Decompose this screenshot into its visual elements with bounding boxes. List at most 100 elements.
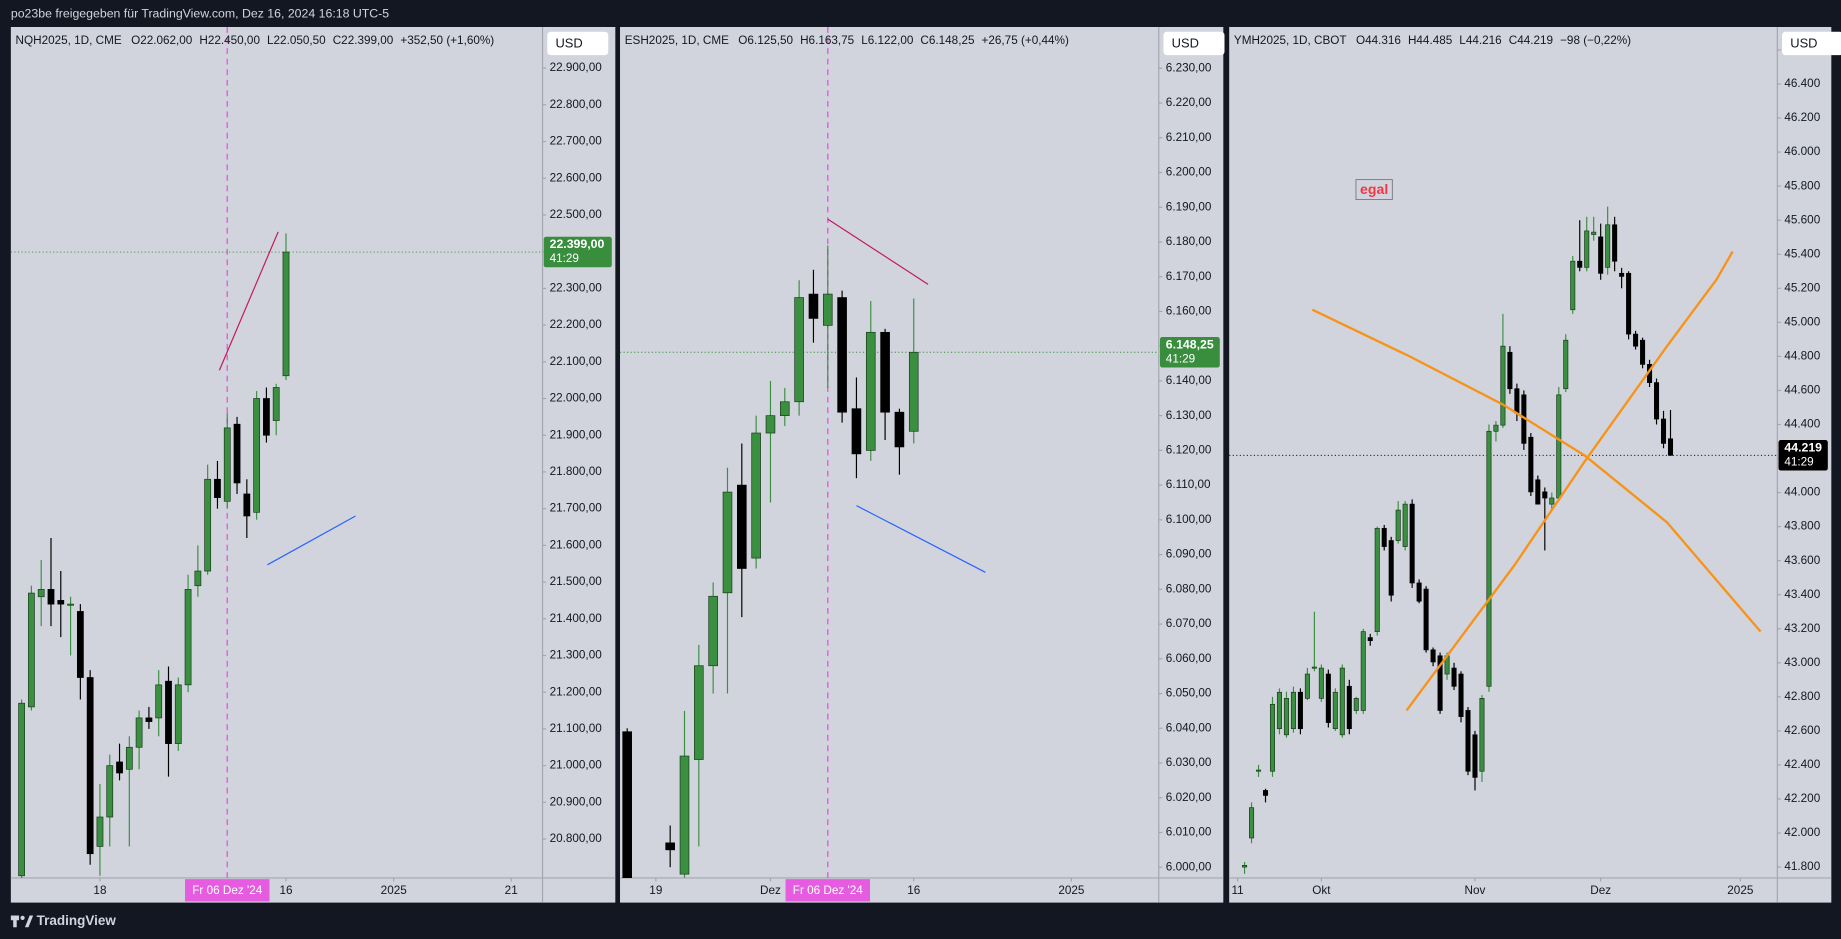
y-tick-label: 44.800 [1784, 349, 1820, 362]
candle-body [1507, 351, 1513, 390]
candle-body [1514, 388, 1520, 414]
candle-body [1598, 236, 1604, 274]
share-header: po23be freigegeben für TradingView.com, … [11, 6, 389, 20]
legend-ohlc: H6.163,75 [800, 34, 855, 47]
candle-body [794, 297, 804, 403]
candle-body [1500, 345, 1506, 426]
y-tick-label: 21.700,00 [550, 502, 603, 515]
candle-body [1269, 703, 1276, 772]
trend-drawing [1311, 308, 1762, 633]
y-tick-label: 45.200 [1784, 281, 1820, 294]
candle-body [125, 746, 133, 770]
candle-body [808, 293, 819, 319]
legend-change: +26,75 (+0,44%) [982, 34, 1069, 47]
y-tick-label: 44.400 [1784, 418, 1820, 431]
candle-body [1304, 673, 1310, 699]
y-tick-label: 22.200,00 [550, 318, 603, 331]
y-tick-label: 6.070,00 [1166, 617, 1212, 630]
candle-body [28, 592, 35, 708]
candle-body [1493, 424, 1499, 432]
candle-body [1242, 865, 1248, 868]
y-tick-label: 6.110,00 [1166, 478, 1211, 491]
candle-body [174, 684, 182, 744]
date-marker-label: Fr 06 Dez '24 [192, 884, 262, 897]
y-tick-label: 42.400 [1784, 758, 1820, 771]
y-tick-label: 21.200,00 [550, 685, 603, 698]
candle-body [106, 765, 114, 818]
y-tick-label: 22.700,00 [550, 135, 603, 148]
y-tick-label: 22.100,00 [550, 355, 603, 368]
date-marker-box [785, 879, 871, 902]
y-tick-label: 6.160,00 [1166, 305, 1212, 318]
candle-body [694, 665, 704, 760]
y-tick-label: 6.000,00 [1166, 860, 1212, 873]
currency-button [1163, 31, 1225, 56]
candle-body [708, 595, 718, 667]
x-tick-label: Dez [1590, 884, 1611, 897]
y-tick-label: 6.030,00 [1166, 756, 1212, 769]
candle-body [1528, 436, 1534, 493]
candle-body [894, 411, 905, 448]
legend-ohlc: C22.399,00 [333, 34, 394, 47]
x-tick-label: 18 [93, 884, 107, 897]
candle-body [1423, 588, 1429, 651]
candle-body [1591, 231, 1597, 235]
candle-body [1661, 418, 1667, 444]
date-marker-box [184, 879, 270, 902]
candle-body [96, 816, 104, 847]
candle-body [1262, 790, 1269, 796]
candle-body [908, 351, 919, 432]
candle-body [622, 731, 632, 878]
candle-body [1458, 673, 1464, 717]
candle-body [1640, 339, 1646, 365]
x-tick-label: 21 [505, 884, 518, 897]
candle-body [1667, 438, 1674, 456]
legend-ohlc: C44.219 [1509, 34, 1553, 47]
candle-body [1542, 491, 1548, 499]
candle-body [865, 331, 876, 451]
legend-symbol: ESH2025, 1D, CME [625, 34, 729, 47]
y-tick-label: 21.400,00 [550, 612, 603, 625]
last-price-box [1778, 440, 1828, 471]
legend-ohlc: H44.485 [1408, 34, 1453, 47]
countdown-label: 41:29 [1784, 455, 1813, 468]
candle-body [1549, 497, 1555, 505]
candle-body [1654, 382, 1660, 420]
last-price-label: 6.148,25 [1166, 337, 1214, 351]
candle-body [822, 293, 833, 326]
candle-body [1346, 685, 1352, 730]
y-tick-label: 21.000,00 [550, 759, 603, 772]
y-tick-label: 6.220,00 [1166, 96, 1212, 109]
plot-area [1229, 206, 1778, 874]
y-tick-label: 6.180,00 [1166, 235, 1212, 248]
candle-body [1374, 527, 1380, 632]
y-tick-label: 6.040,00 [1166, 721, 1212, 734]
legend-symbol: NQH2025, 1D, CME [16, 34, 122, 47]
candle-body [1325, 673, 1331, 723]
plot-area [620, 26, 1159, 878]
candle-body [1612, 224, 1618, 262]
y-tick-label: 21.500,00 [550, 575, 603, 588]
currency-label: USD [555, 35, 582, 50]
candle-body [135, 717, 143, 748]
panel-background [620, 26, 1224, 903]
y-tick-label: 6.170,00 [1166, 270, 1212, 283]
candle-body [1577, 260, 1583, 268]
candle-body [1430, 649, 1436, 663]
legend-symbol: YMH2025, 1D, CBOT [1234, 34, 1347, 47]
candle-body [1360, 631, 1366, 711]
footer-logo [10, 915, 34, 928]
trend-drawing [856, 505, 986, 573]
y-tick-label: 44.600 [1784, 384, 1820, 397]
candle-body [665, 842, 675, 851]
y-tick-label: 6.100,00 [1166, 513, 1212, 526]
candle-body [1249, 807, 1255, 839]
candle-body [145, 717, 153, 722]
candle-body [722, 491, 733, 594]
y-tick-label: 44.000 [1784, 486, 1820, 499]
candle-body [253, 398, 261, 513]
countdown-label: 41:29 [1166, 352, 1195, 365]
candle-body [851, 408, 862, 455]
y-tick-label: 43.400 [1784, 588, 1820, 601]
trend-drawing [267, 515, 356, 566]
